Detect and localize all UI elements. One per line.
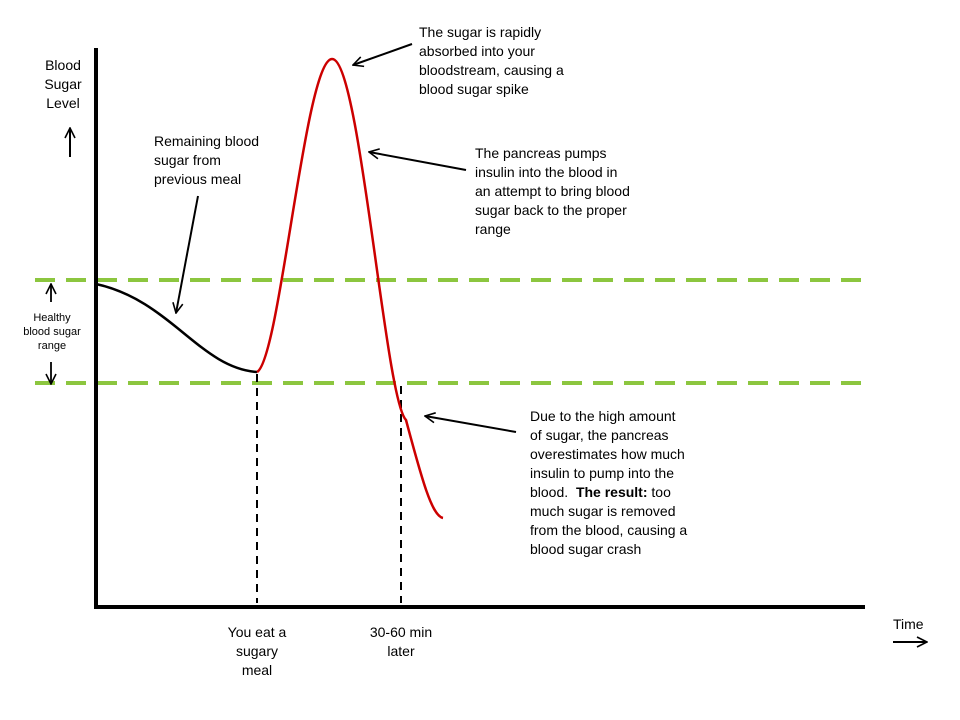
x-axis-label: Time bbox=[893, 616, 924, 632]
crash-arrow bbox=[425, 416, 517, 433]
y-axis-label-line: Sugar bbox=[44, 76, 82, 92]
result-bold: The result: bbox=[575, 484, 648, 500]
annotation-line: sugar back to the proper bbox=[475, 202, 627, 218]
annotation-line: Remaining blood bbox=[154, 133, 260, 149]
annotation-line: blood sugar spike bbox=[419, 81, 529, 97]
insulin-arrow bbox=[369, 152, 467, 171]
insulin-annotation: The pancreas pumps insulin into the bloo… bbox=[475, 144, 630, 239]
annotation-line: from the blood, causing a bbox=[530, 522, 688, 538]
remaining-annotation: Remaining blood sugar from previous meal bbox=[154, 132, 259, 189]
annotation-line: The pancreas pumps bbox=[475, 145, 607, 161]
annotation-line: range bbox=[475, 221, 511, 237]
event-label-line: meal bbox=[241, 662, 273, 678]
event-label-line: later bbox=[387, 643, 415, 659]
y-axis-label-line: Level bbox=[46, 95, 80, 111]
y-axis-label: Blood Sugar Level bbox=[40, 56, 86, 113]
annotation-line: sugar from bbox=[154, 152, 221, 168]
event-label-line: You eat a bbox=[227, 624, 287, 640]
annotation-line: blood sugar crash bbox=[530, 541, 642, 557]
curve-before-meal bbox=[95, 282, 258, 374]
annotation-line: overestimates how much bbox=[530, 446, 685, 462]
event-label-line: sugary bbox=[235, 643, 279, 659]
result-suffix: too bbox=[647, 484, 671, 500]
annotation-line: previous meal bbox=[154, 171, 242, 187]
annotation-line: The sugar is rapidly bbox=[419, 24, 542, 40]
annotation-line: much sugar is removed bbox=[530, 503, 676, 519]
event-label-line: 30-60 min bbox=[369, 624, 433, 640]
spike-annotation: The sugar is rapidly absorbed into your … bbox=[419, 23, 564, 99]
spike-arrow bbox=[353, 43, 413, 65]
annotation-line: bloodstream, causing a bbox=[419, 62, 564, 78]
meal-event-label: You eat a sugary meal bbox=[212, 623, 302, 680]
range-label-line: range bbox=[37, 340, 67, 352]
annotation-line: blood. The result: too bbox=[530, 483, 687, 502]
annotation-line: insulin into the blood in bbox=[475, 164, 618, 180]
later-event-label: 30-60 min later bbox=[355, 623, 447, 661]
healthy-range-label: Healthy blood sugar range bbox=[14, 311, 90, 353]
annotation-line: absorbed into your bbox=[419, 43, 535, 59]
annotation-line: Due to the high amount bbox=[530, 408, 676, 424]
range-label-line: blood sugar bbox=[23, 326, 81, 338]
curve-after-meal bbox=[256, 57, 444, 520]
crash-annotation: Due to the high amount of sugar, the pan… bbox=[530, 407, 687, 559]
annotation-line: an attempt to bring blood bbox=[475, 183, 630, 199]
result-prefix: blood. bbox=[530, 484, 576, 500]
y-axis-label-line: Blood bbox=[45, 57, 81, 73]
annotation-line: of sugar, the pancreas bbox=[530, 427, 669, 443]
range-label-line: Healthy bbox=[33, 312, 71, 324]
annotation-line: insulin to pump into the bbox=[530, 465, 674, 481]
remaining-arrow bbox=[176, 195, 199, 313]
